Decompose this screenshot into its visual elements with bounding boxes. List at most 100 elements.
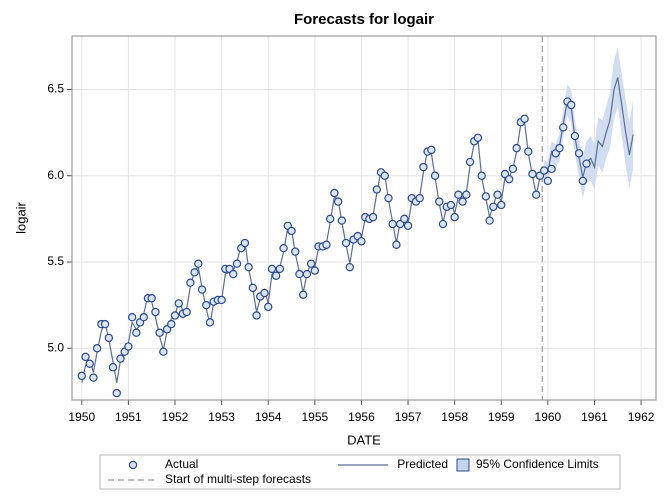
actual-point (139, 312, 148, 322)
actual-point (497, 200, 506, 210)
actual-point (566, 100, 576, 110)
actual-point (190, 268, 199, 277)
actual-point (403, 221, 413, 230)
actual-point (275, 264, 285, 274)
actual-point (555, 143, 564, 153)
actual-point (341, 238, 351, 248)
actual-point (279, 243, 288, 253)
actual-point (582, 159, 591, 168)
actual-point (520, 114, 529, 124)
actual-point (446, 200, 456, 210)
actual-point (333, 197, 343, 206)
actual-point (159, 347, 168, 356)
actual-point (182, 307, 191, 317)
actual-point (81, 352, 90, 362)
actual-point (427, 145, 436, 155)
actual-point (302, 269, 312, 279)
actual-point (450, 212, 459, 222)
x-axis-label: DATE (347, 432, 381, 447)
actual-point (155, 328, 164, 337)
x-tick-label: 1951 (115, 410, 142, 424)
actual-point (229, 269, 238, 279)
actual-point (481, 192, 491, 201)
actual-point (532, 190, 541, 199)
actual-point (326, 214, 335, 224)
actual-point (291, 247, 300, 256)
actual-point (388, 219, 397, 229)
actual-point (543, 176, 553, 186)
actual-point (232, 259, 242, 268)
actual-point (330, 188, 339, 198)
chart-title: Forecasts for logair (294, 11, 434, 28)
actual-point (454, 190, 463, 199)
actual-point (100, 319, 110, 329)
actual-point (92, 344, 102, 353)
x-tick-label: 1953 (208, 410, 235, 424)
actual-point (202, 300, 211, 310)
actual-point (108, 363, 118, 372)
actual-point (465, 157, 475, 167)
actual-point (267, 264, 277, 274)
confidence-band (544, 48, 634, 199)
actual-point (151, 307, 160, 317)
legend-marker (456, 458, 470, 472)
actual-point (559, 123, 568, 132)
actual-point (524, 147, 533, 156)
actual-point (337, 216, 347, 225)
actual-point (170, 311, 180, 320)
actual-point (493, 190, 502, 199)
actual-point (384, 193, 393, 203)
actual-point (217, 295, 226, 305)
actual-point (345, 262, 354, 272)
actual-point (430, 171, 440, 180)
actual-point (528, 169, 537, 179)
y-tick-label: 6.0 (47, 168, 64, 182)
actual-point (85, 359, 94, 368)
actual-point (112, 388, 121, 398)
actual-point (77, 371, 86, 381)
actual-point (435, 197, 444, 206)
x-tick-label: 1956 (348, 410, 375, 424)
actual-point (310, 266, 320, 275)
actual-point (104, 333, 114, 343)
actual-point (186, 278, 195, 287)
actual-point (392, 240, 401, 249)
actual-point (322, 240, 331, 249)
legend-label: 95% Confidence Limits (476, 457, 599, 471)
actual-point (174, 299, 183, 308)
legend-label: Predicted (397, 457, 448, 471)
actual-point (462, 190, 471, 199)
actual-point (244, 262, 253, 272)
actual-point (89, 373, 98, 382)
actual-point (147, 294, 156, 303)
x-tick-label: 1950 (68, 410, 95, 424)
actual-point (271, 271, 281, 280)
actual-point (485, 216, 494, 225)
actual-point (264, 302, 273, 312)
legend-frame (99, 454, 621, 490)
y-tick-label: 6.5 (47, 82, 64, 96)
actual-point (578, 176, 588, 186)
actual-point (248, 283, 258, 293)
actual-point (539, 166, 549, 175)
actual-point (574, 149, 584, 158)
actual-point (252, 311, 261, 320)
x-tick-label: 1960 (535, 410, 562, 424)
x-tick-label: 1958 (441, 410, 468, 424)
x-tick-label: 1962 (628, 410, 655, 424)
actual-point (512, 143, 521, 153)
actual-point (415, 193, 424, 203)
actual-point (295, 269, 304, 279)
actual-point (298, 290, 308, 299)
actual-point (132, 328, 141, 337)
actual-point (419, 162, 428, 172)
actual-point (287, 226, 296, 236)
legend-marker (128, 460, 138, 470)
x-tick-label: 1957 (395, 410, 422, 424)
y-tick-label: 5.0 (47, 340, 64, 354)
y-tick-label: 5.5 (47, 254, 64, 268)
actual-point (570, 131, 580, 141)
actual-point (458, 197, 467, 206)
